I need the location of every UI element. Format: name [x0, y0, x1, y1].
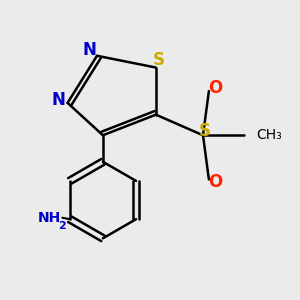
Text: NH: NH	[38, 211, 61, 225]
Text: O: O	[208, 79, 222, 97]
Text: N: N	[83, 41, 97, 59]
Text: N: N	[52, 91, 66, 109]
Text: CH₃: CH₃	[256, 128, 282, 142]
Text: 2: 2	[58, 221, 66, 231]
Text: S: S	[199, 122, 211, 140]
Text: S: S	[153, 51, 165, 69]
Text: O: O	[208, 173, 222, 191]
